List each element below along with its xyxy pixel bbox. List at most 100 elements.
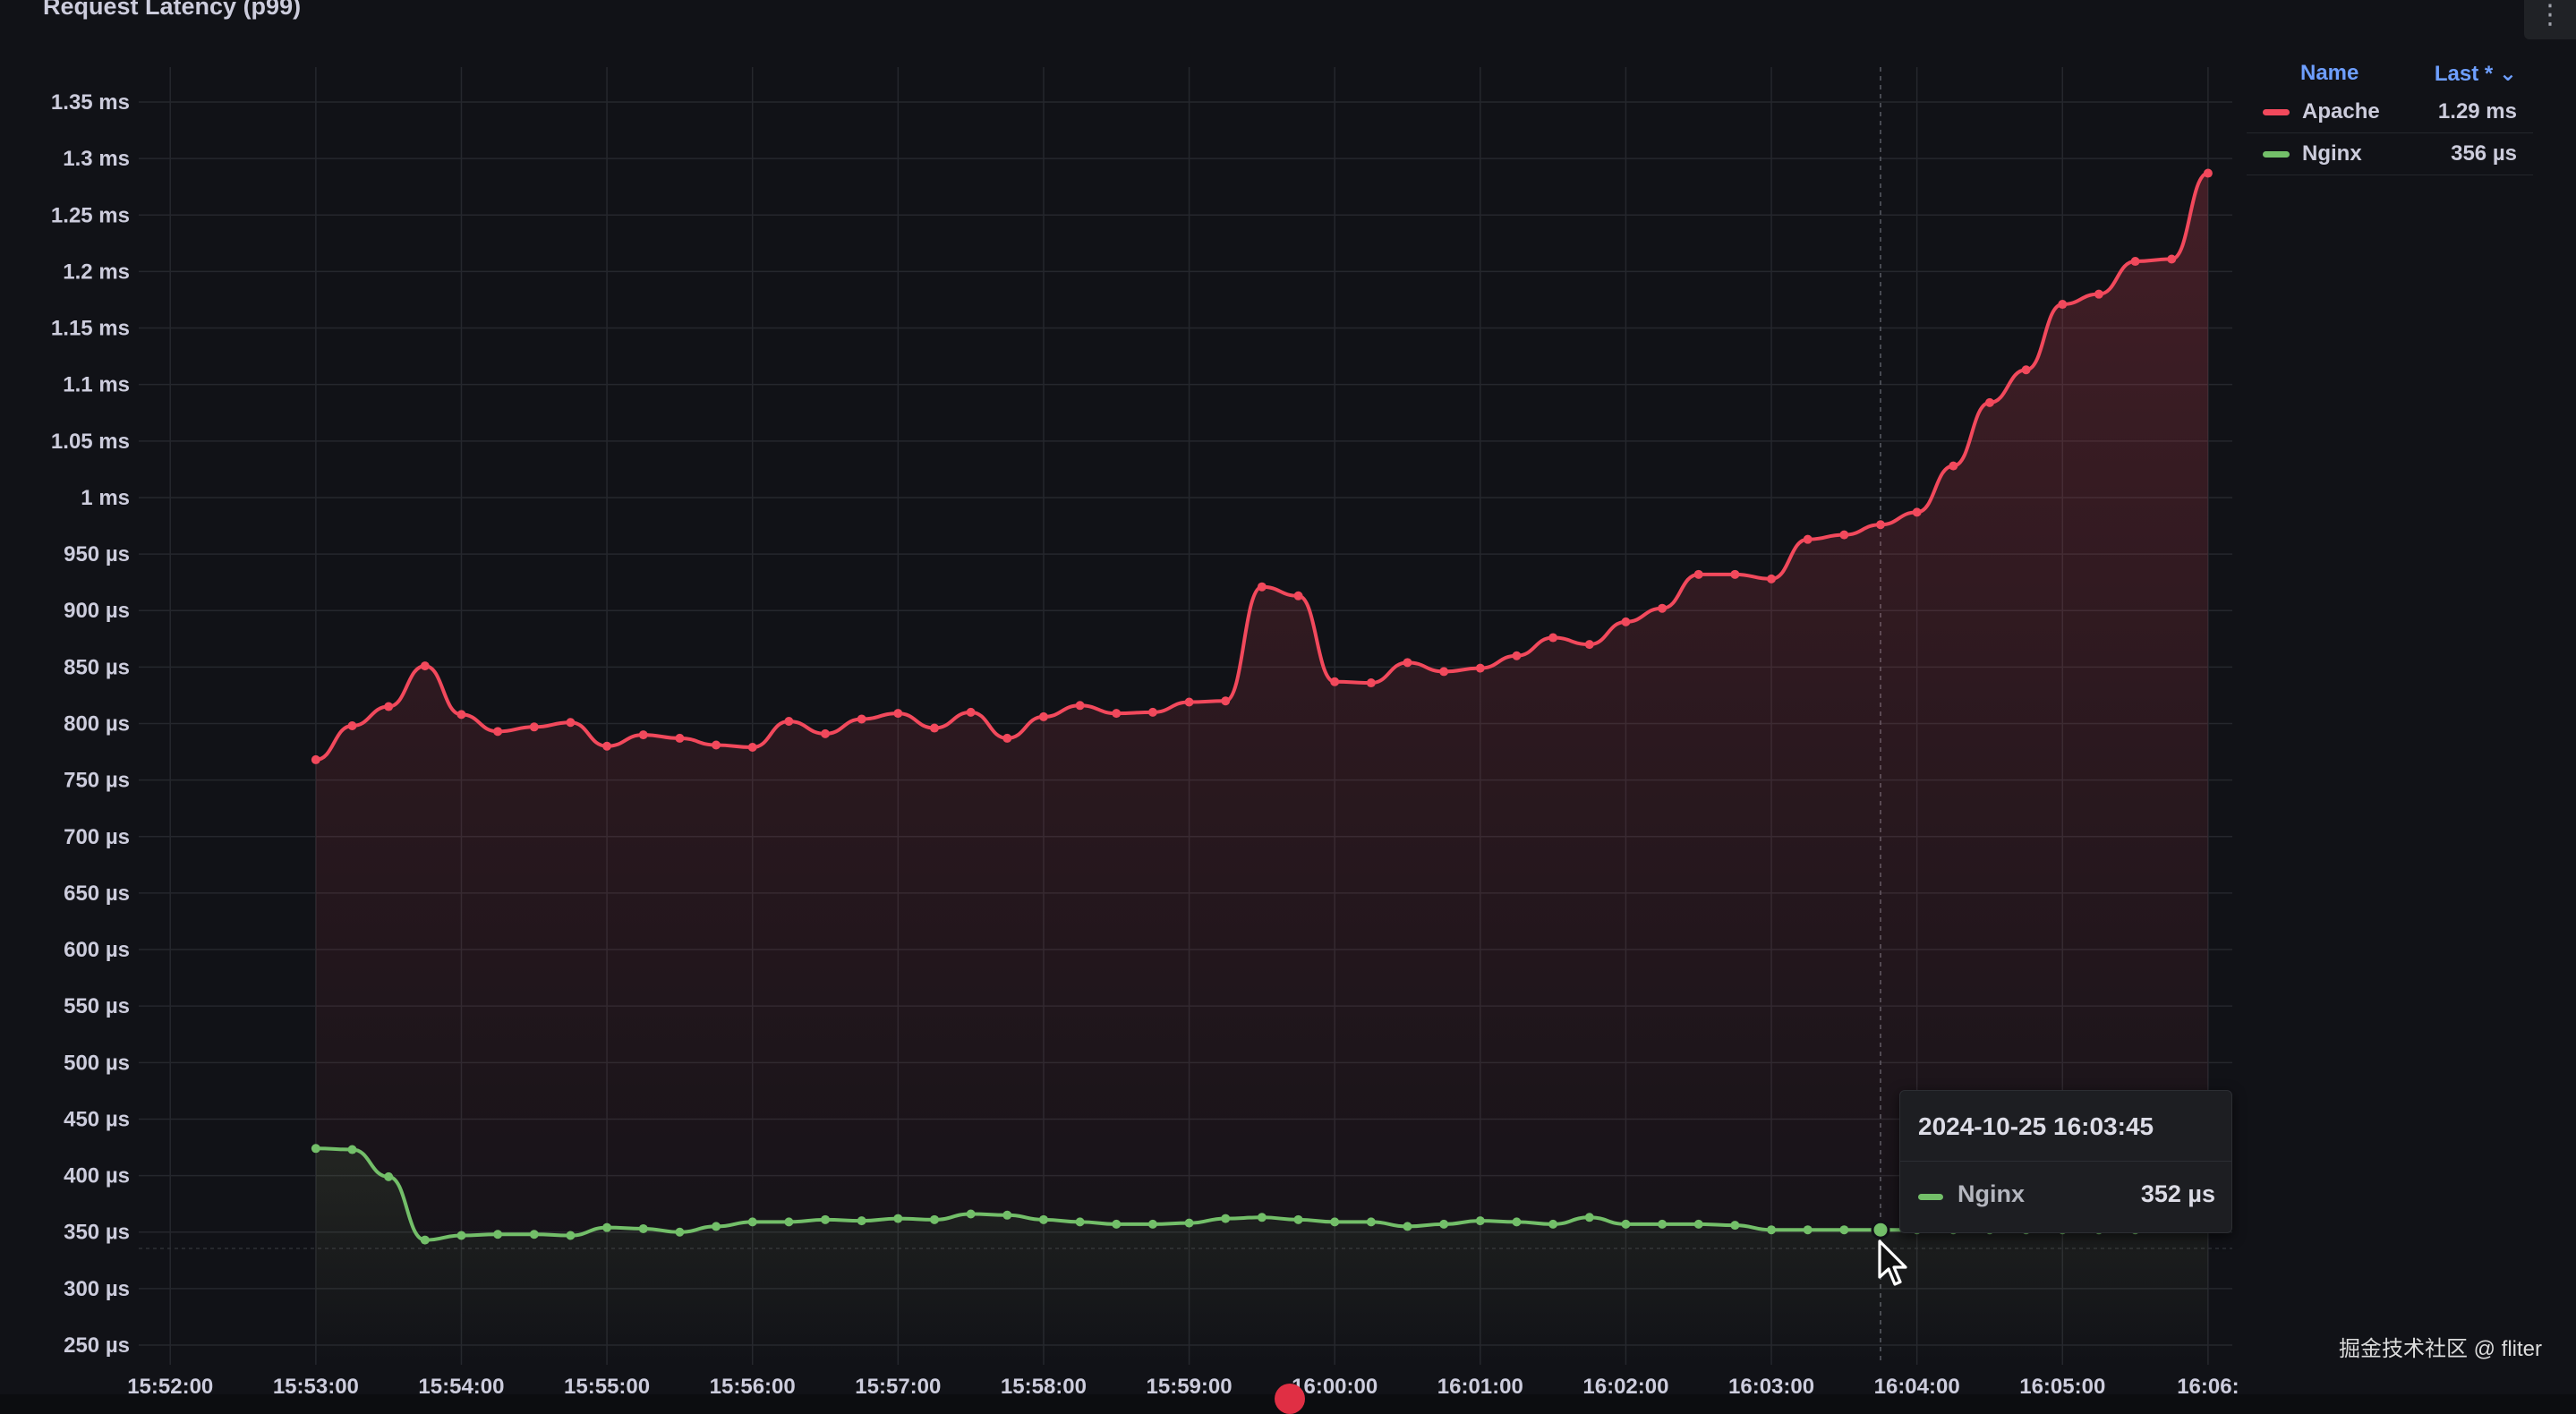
data-point-apache	[1038, 711, 1048, 721]
legend-item-apache[interactable]: Apache 1.29 ms	[2247, 91, 2533, 133]
data-point-nginx	[1512, 1217, 1522, 1227]
data-point-nginx	[1767, 1225, 1777, 1235]
data-point-apache	[1439, 667, 1449, 677]
data-point-nginx	[784, 1217, 794, 1227]
mouse-pointer-icon	[1878, 1239, 1907, 1286]
x-tick-label: 16:06:	[2177, 1375, 2239, 1394]
data-point-apache	[2021, 365, 2031, 375]
x-tick-label: 16:04:00	[1874, 1375, 1960, 1394]
data-point-apache	[929, 723, 939, 733]
y-tick-label: 1.25 ms	[51, 203, 130, 227]
y-tick-label: 300 µs	[64, 1277, 130, 1301]
data-point-apache	[1658, 603, 1668, 613]
data-point-nginx	[1730, 1221, 1740, 1231]
x-tick-label: 16:05:00	[2019, 1375, 2105, 1394]
data-point-nginx	[966, 1209, 976, 1219]
y-tick-label: 750 µs	[64, 769, 130, 793]
legend-item-nginx[interactable]: Nginx 356 µs	[2247, 133, 2533, 175]
data-point-nginx	[1184, 1218, 1194, 1228]
data-point-apache	[602, 741, 612, 751]
data-point-apache	[638, 730, 648, 740]
y-tick-label: 1.2 ms	[63, 260, 130, 284]
data-point-nginx	[821, 1214, 831, 1224]
data-point-apache	[675, 733, 685, 743]
y-tick-label: 900 µs	[64, 599, 130, 623]
data-point-apache	[1693, 569, 1703, 579]
data-point-nginx	[1002, 1210, 1012, 1220]
y-tick-label: 1 ms	[81, 486, 130, 510]
data-point-apache	[712, 740, 721, 750]
data-point-apache	[529, 722, 539, 732]
y-tick-label: 250 µs	[64, 1333, 130, 1358]
tooltip-series-value: 352 µs	[2140, 1180, 2215, 1207]
legend-header-last[interactable]: Last * ⌄	[2434, 61, 2517, 86]
x-tick-label: 16:03:00	[1728, 1375, 1814, 1394]
series-area-apache	[315, 173, 2208, 1366]
data-point-apache	[420, 661, 430, 671]
y-tick-label: 550 µs	[64, 994, 130, 1018]
series-area-nginx	[315, 1148, 2208, 1365]
legend-table: Name Last * ⌄ Apache 1.29 ms Nginx 356 µ…	[2247, 55, 2533, 175]
legend-item-last-value: 1.29 ms	[2437, 99, 2517, 124]
x-tick-label: 15:55:00	[564, 1375, 650, 1394]
record-indicator	[1275, 1384, 1305, 1414]
legend-header-name[interactable]: Name	[2300, 61, 2359, 85]
data-point-apache	[1730, 569, 1740, 579]
data-point-apache	[384, 702, 394, 711]
data-point-apache	[1184, 697, 1194, 707]
data-point-nginx	[602, 1222, 612, 1232]
data-point-apache	[493, 727, 503, 737]
data-point-nginx	[566, 1231, 576, 1240]
data-point-apache	[1984, 397, 1994, 407]
data-point-nginx	[1839, 1225, 1849, 1235]
data-point-nginx	[456, 1231, 466, 1240]
legend-item-last-value: 356 µs	[2451, 141, 2517, 166]
data-point-apache	[311, 754, 320, 764]
data-point-nginx	[638, 1223, 648, 1233]
data-point-apache	[1949, 461, 1958, 471]
y-tick-label: 950 µs	[64, 542, 130, 566]
data-point-apache	[784, 716, 794, 726]
data-point-apache	[1876, 520, 1886, 530]
data-point-apache	[1366, 678, 1376, 688]
data-point-nginx	[747, 1217, 757, 1227]
data-point-nginx	[1257, 1213, 1267, 1222]
data-point-apache	[1475, 663, 1485, 673]
watermark: 掘金技术社区 @ fliter	[2338, 1337, 2542, 1361]
y-tick-label: 400 µs	[64, 1164, 130, 1188]
tooltip-timestamp: 2024-10-25 16:03:45	[1918, 1112, 2154, 1140]
data-point-nginx	[1366, 1217, 1376, 1227]
panel-title: Request Latency (p99)	[43, 0, 302, 20]
y-tick-label: 1.05 ms	[51, 430, 130, 454]
data-point-nginx	[929, 1214, 939, 1224]
data-point-nginx	[1147, 1219, 1157, 1229]
data-point-apache	[747, 743, 757, 753]
data-point-nginx	[712, 1222, 721, 1231]
data-point-apache	[347, 721, 357, 731]
hovered-point	[1871, 1220, 1890, 1239]
y-tick-label: 800 µs	[64, 712, 130, 737]
data-point-apache	[1621, 617, 1631, 626]
legend-header: Name Last * ⌄	[2247, 55, 2533, 91]
vertical-ellipsis-icon[interactable]: ⋮	[2524, 0, 2576, 39]
y-tick-label: 1.3 ms	[63, 147, 130, 171]
data-point-apache	[1075, 701, 1085, 711]
y-tick-label: 1.1 ms	[63, 373, 130, 397]
data-point-apache	[1767, 574, 1777, 583]
data-point-apache	[1002, 733, 1012, 743]
data-point-apache	[821, 728, 831, 738]
data-point-nginx	[1803, 1225, 1813, 1235]
data-point-apache	[966, 707, 976, 717]
data-point-apache	[1330, 677, 1340, 686]
data-point-nginx	[1112, 1219, 1122, 1229]
x-tick-label: 15:57:00	[855, 1375, 941, 1394]
data-point-apache	[2167, 254, 2177, 264]
data-point-apache	[2094, 289, 2103, 299]
tooltip-color-swatch	[1918, 1194, 1943, 1200]
data-point-nginx	[493, 1230, 503, 1239]
data-point-nginx	[529, 1230, 539, 1239]
x-tick-label: 15:58:00	[1001, 1375, 1087, 1394]
data-point-apache	[1839, 530, 1849, 540]
